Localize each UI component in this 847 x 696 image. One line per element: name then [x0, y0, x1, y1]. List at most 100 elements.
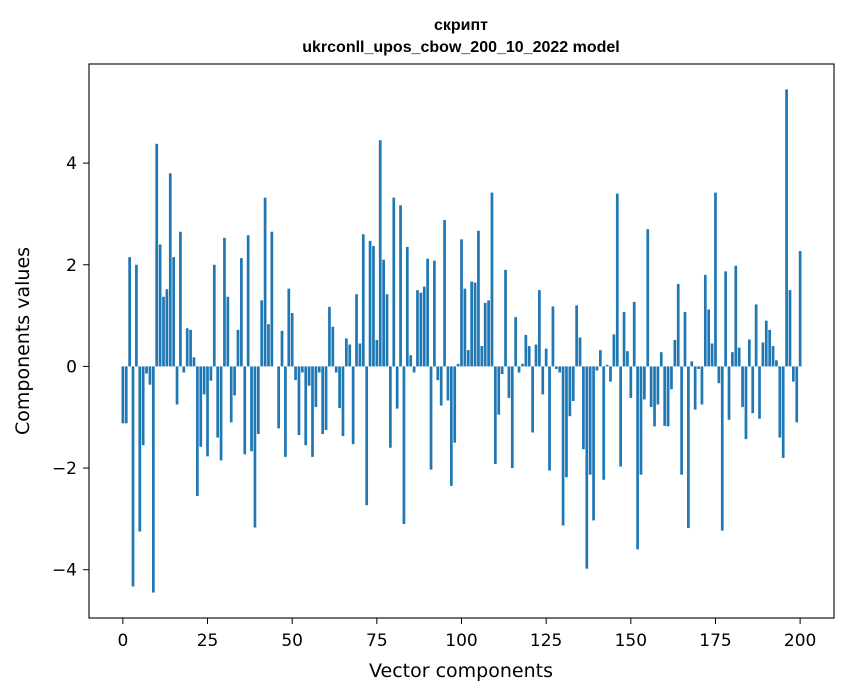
bar-21 — [192, 357, 196, 367]
bar-48 — [284, 366, 287, 457]
bar-52 — [297, 366, 301, 436]
bar-153 — [639, 366, 643, 475]
x-tick-label: 150 — [615, 631, 647, 651]
bar-103 — [470, 281, 474, 367]
bar-17 — [179, 231, 182, 367]
bar-97 — [449, 366, 453, 486]
bar-110 — [494, 366, 497, 464]
bar-88 — [419, 292, 423, 367]
bar-123 — [538, 290, 541, 367]
bar-190 — [764, 320, 768, 367]
bar-75 — [375, 339, 379, 367]
bar-172 — [703, 274, 707, 367]
bar-47 — [280, 330, 284, 367]
bar-108 — [487, 300, 490, 367]
bar-105 — [477, 230, 480, 367]
bar-186 — [751, 366, 755, 414]
bar-184 — [744, 366, 748, 440]
bar-106 — [480, 346, 484, 367]
bar-193 — [775, 360, 778, 367]
bar-180 — [731, 352, 734, 367]
bar-142 — [602, 366, 606, 480]
bar-176 — [717, 366, 721, 384]
bar-60 — [324, 366, 328, 430]
bar-27 — [212, 264, 216, 367]
bar-114 — [507, 366, 511, 398]
x-tick-label: 200 — [784, 631, 816, 651]
bar-5 — [138, 366, 142, 532]
bar-117 — [517, 366, 521, 373]
bar-25 — [206, 366, 209, 457]
bar-12 — [162, 296, 165, 367]
bar-173 — [707, 309, 711, 367]
bar-161 — [666, 366, 670, 427]
chart-title-line1: скрипт — [434, 17, 488, 34]
bar-164 — [676, 284, 680, 367]
bar-198 — [792, 366, 795, 382]
bar-41 — [260, 300, 264, 367]
bar-119 — [524, 334, 528, 367]
bar-188 — [758, 366, 761, 419]
y-tick-label: 0 — [66, 357, 77, 377]
bar-71 — [361, 234, 365, 367]
bar-185 — [747, 339, 751, 367]
bar-40 — [256, 366, 260, 435]
y-tick-label: −4 — [52, 561, 77, 581]
bar-98 — [453, 366, 457, 443]
bar-93 — [436, 366, 440, 381]
bar-69 — [355, 294, 358, 367]
bar-159 — [659, 352, 663, 367]
bar-7 — [145, 366, 148, 374]
bar-73 — [368, 240, 372, 367]
bar-118 — [521, 363, 524, 367]
bar-62 — [331, 326, 335, 367]
bar-129 — [558, 366, 562, 373]
bar-70 — [358, 343, 362, 367]
bar-171 — [700, 366, 704, 405]
bar-74 — [372, 245, 375, 367]
bar-200 — [798, 251, 802, 367]
bar-83 — [402, 366, 406, 524]
bar-24 — [202, 366, 206, 395]
x-tick-label: 25 — [197, 631, 219, 651]
x-tick-label: 50 — [281, 631, 303, 651]
bar-28 — [216, 366, 220, 438]
bar-144 — [609, 366, 612, 382]
bar-177 — [720, 366, 724, 531]
bar-197 — [788, 290, 792, 367]
bar-35 — [240, 258, 243, 367]
bar-162 — [670, 366, 673, 390]
bar-55 — [307, 366, 311, 386]
bar-100 — [460, 239, 463, 367]
bar-169 — [693, 366, 697, 410]
bar-128 — [554, 366, 558, 369]
bar-121 — [531, 366, 534, 433]
bar-94 — [439, 366, 443, 406]
y-axis-label: Components values — [12, 247, 34, 435]
bar-154 — [643, 366, 646, 400]
bar-102 — [466, 350, 470, 367]
bar-11 — [158, 244, 162, 367]
bar-4 — [135, 264, 138, 367]
bar-99 — [456, 363, 460, 367]
bar-64 — [338, 366, 341, 409]
x-axis-ticks: 0 25 50 75 100 125 150 175 200 — [117, 618, 816, 651]
bar-143 — [605, 364, 609, 367]
bar-166 — [683, 312, 687, 367]
bar-87 — [416, 290, 419, 367]
bar-156 — [649, 366, 653, 408]
bar-54 — [304, 366, 308, 446]
bar-33 — [233, 366, 236, 396]
bar-155 — [646, 229, 650, 367]
bar-37 — [246, 235, 250, 367]
bar-140 — [595, 366, 599, 371]
bar-92 — [433, 260, 436, 367]
bar-78 — [385, 294, 389, 367]
bar-81 — [395, 366, 399, 409]
x-tick-label: 0 — [117, 631, 128, 651]
bar-174 — [710, 343, 714, 367]
bar-101 — [463, 288, 467, 367]
bar-77 — [382, 259, 385, 367]
bar-31 — [226, 296, 230, 367]
bar-66 — [345, 338, 348, 367]
